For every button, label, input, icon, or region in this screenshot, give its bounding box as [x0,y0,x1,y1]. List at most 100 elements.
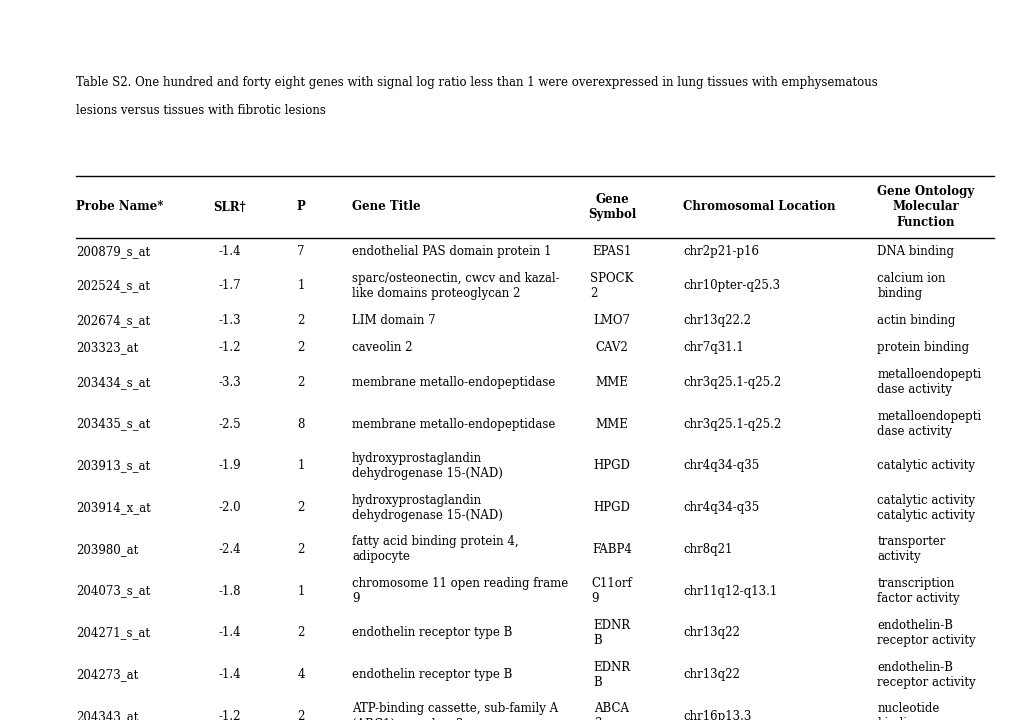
Text: endothelial PAS domain protein 1: endothelial PAS domain protein 1 [352,245,551,258]
Text: chr2p21-p16: chr2p21-p16 [683,245,759,258]
Text: ABCA
3: ABCA 3 [594,703,629,720]
Text: Probe Name*: Probe Name* [76,200,164,214]
Text: 2: 2 [297,710,305,720]
Text: lesions versus tissues with fibrotic lesions: lesions versus tissues with fibrotic les… [76,104,326,117]
Text: endothelin receptor type B: endothelin receptor type B [352,668,512,681]
Text: 200879_s_at: 200879_s_at [76,245,151,258]
Text: protein binding: protein binding [876,341,968,354]
Text: 4: 4 [297,668,305,681]
Text: MME: MME [595,418,628,431]
Text: chr4q34-q35: chr4q34-q35 [683,501,759,514]
Text: 2: 2 [297,376,305,389]
Text: -1.8: -1.8 [218,585,240,598]
Text: 203434_s_at: 203434_s_at [76,376,151,389]
Text: CAV2: CAV2 [595,341,628,354]
Text: 8: 8 [297,418,305,431]
Text: caveolin 2: caveolin 2 [352,341,412,354]
Text: Gene Title: Gene Title [352,200,420,214]
Text: -1.3: -1.3 [218,314,240,327]
Text: -1.4: -1.4 [218,668,240,681]
Text: endothelin receptor type B: endothelin receptor type B [352,626,512,639]
Text: actin binding: actin binding [876,314,955,327]
Text: sparc/osteonectin, cwcv and kazal-
like domains proteoglycan 2: sparc/osteonectin, cwcv and kazal- like … [352,272,559,300]
Text: chr3q25.1-q25.2: chr3q25.1-q25.2 [683,376,781,389]
Text: 2: 2 [297,543,305,556]
Text: metalloendopepti
dase activity: metalloendopepti dase activity [876,369,980,396]
Text: -2.5: -2.5 [218,418,240,431]
Text: 204271_s_at: 204271_s_at [76,626,151,639]
Text: ATP-binding cassette, sub-family A
(ABC1), member 3: ATP-binding cassette, sub-family A (ABC1… [352,703,557,720]
Text: -1.2: -1.2 [218,341,240,354]
Text: 202524_s_at: 202524_s_at [76,279,151,292]
Text: chr13q22.2: chr13q22.2 [683,314,751,327]
Text: Chromosomal Location: Chromosomal Location [683,200,836,214]
Text: EPAS1: EPAS1 [592,245,631,258]
Text: chr7q31.1: chr7q31.1 [683,341,744,354]
Text: 1: 1 [297,279,305,292]
Text: catalytic activity: catalytic activity [876,459,974,472]
Text: chr16p13.3: chr16p13.3 [683,710,751,720]
Text: EDNR
B: EDNR B [593,619,630,647]
Text: SLR†: SLR† [213,200,246,214]
Text: endothelin-B
receptor activity: endothelin-B receptor activity [876,619,975,647]
Text: -1.4: -1.4 [218,245,240,258]
Text: chr10pter-q25.3: chr10pter-q25.3 [683,279,780,292]
Text: 203914_x_at: 203914_x_at [76,501,151,514]
Text: transcription
factor activity: transcription factor activity [876,577,959,605]
Text: 204073_s_at: 204073_s_at [76,585,151,598]
Text: EDNR
B: EDNR B [593,661,630,688]
Text: -1.7: -1.7 [218,279,240,292]
Text: 203980_at: 203980_at [76,543,139,556]
Text: chr11q12-q13.1: chr11q12-q13.1 [683,585,776,598]
Text: 203913_s_at: 203913_s_at [76,459,151,472]
Text: calcium ion
binding: calcium ion binding [876,272,945,300]
Text: 204343_at: 204343_at [76,710,139,720]
Text: 203435_s_at: 203435_s_at [76,418,151,431]
Text: chr8q21: chr8q21 [683,543,732,556]
Text: -1.4: -1.4 [218,626,240,639]
Text: C11orf
9: C11orf 9 [591,577,632,605]
Text: Gene Ontology
Molecular
Function: Gene Ontology Molecular Function [876,186,973,228]
Text: 2: 2 [297,341,305,354]
Text: Table S2. One hundred and forty eight genes with signal log ratio less than 1 we: Table S2. One hundred and forty eight ge… [76,76,877,89]
Text: hydroxyprostaglandin
dehydrogenase 15-(NAD): hydroxyprostaglandin dehydrogenase 15-(N… [352,494,502,521]
Text: -2.0: -2.0 [218,501,240,514]
Text: endothelin-B
receptor activity: endothelin-B receptor activity [876,661,975,688]
Text: transporter
activity: transporter activity [876,536,945,563]
Text: 202674_s_at: 202674_s_at [76,314,151,327]
Text: chr3q25.1-q25.2: chr3q25.1-q25.2 [683,418,781,431]
Text: 203323_at: 203323_at [76,341,139,354]
Text: -3.3: -3.3 [218,376,240,389]
Text: FABP4: FABP4 [591,543,632,556]
Text: HPGD: HPGD [593,459,630,472]
Text: catalytic activity
catalytic activity: catalytic activity catalytic activity [876,494,974,521]
Text: 2: 2 [297,626,305,639]
Text: chr13q22: chr13q22 [683,668,740,681]
Text: metalloendopepti
dase activity: metalloendopepti dase activity [876,410,980,438]
Text: 1: 1 [297,459,305,472]
Text: HPGD: HPGD [593,501,630,514]
Text: P: P [297,200,305,214]
Text: 2: 2 [297,501,305,514]
Text: chr4q34-q35: chr4q34-q35 [683,459,759,472]
Text: 7: 7 [297,245,305,258]
Text: fatty acid binding protein 4,
adipocyte: fatty acid binding protein 4, adipocyte [352,536,518,563]
Text: -2.4: -2.4 [218,543,240,556]
Text: SPOCK
2: SPOCK 2 [590,272,633,300]
Text: 2: 2 [297,314,305,327]
Text: 1: 1 [297,585,305,598]
Text: membrane metallo-endopeptidase: membrane metallo-endopeptidase [352,418,554,431]
Text: MME: MME [595,376,628,389]
Text: nucleotide
binding: nucleotide binding [876,703,938,720]
Text: membrane metallo-endopeptidase: membrane metallo-endopeptidase [352,376,554,389]
Text: -1.9: -1.9 [218,459,240,472]
Text: LIM domain 7: LIM domain 7 [352,314,435,327]
Text: Gene
Symbol: Gene Symbol [587,193,636,221]
Text: DNA binding: DNA binding [876,245,953,258]
Text: chromosome 11 open reading frame
9: chromosome 11 open reading frame 9 [352,577,568,605]
Text: -1.2: -1.2 [218,710,240,720]
Text: chr13q22: chr13q22 [683,626,740,639]
Text: hydroxyprostaglandin
dehydrogenase 15-(NAD): hydroxyprostaglandin dehydrogenase 15-(N… [352,452,502,480]
Text: 204273_at: 204273_at [76,668,139,681]
Text: LMO7: LMO7 [593,314,630,327]
